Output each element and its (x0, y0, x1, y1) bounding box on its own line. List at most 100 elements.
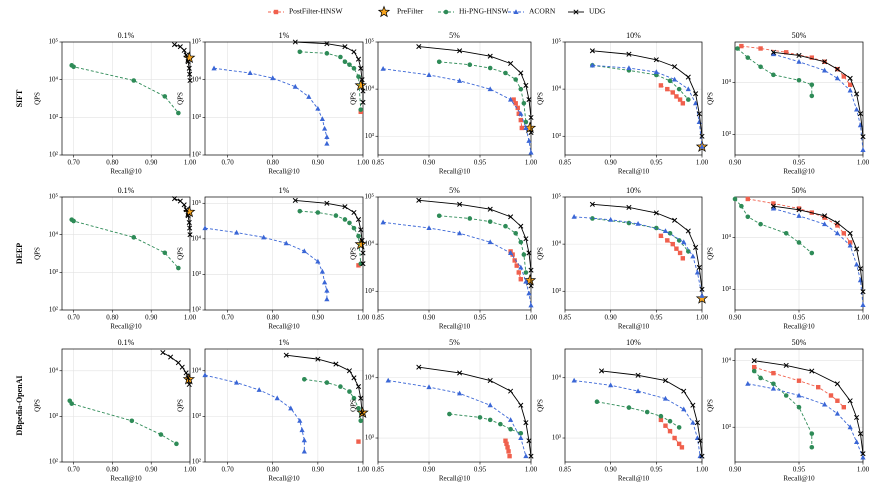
y-axis-label: QPS (34, 399, 42, 412)
marker (185, 59, 191, 65)
marker (847, 398, 853, 404)
marker (315, 105, 321, 111)
x-tick-label: 1.00 (525, 466, 538, 474)
x-tick-label: 1.00 (184, 159, 197, 167)
marker (355, 216, 362, 223)
marker (187, 232, 193, 238)
series-line (69, 400, 177, 445)
marker (380, 65, 386, 71)
panel-title: 5% (449, 338, 460, 347)
marker (508, 417, 514, 422)
x-tick-label: 0.80 (267, 159, 280, 167)
marker (526, 250, 532, 256)
y-tick-label: 10⁴ (192, 75, 202, 83)
marker (508, 96, 514, 102)
marker (187, 77, 193, 84)
marker (854, 91, 860, 97)
marker (518, 435, 524, 441)
marker (324, 200, 330, 206)
marker (665, 238, 670, 243)
marker (175, 360, 181, 366)
y-tick-label: 10³ (722, 423, 731, 431)
series-line (741, 45, 851, 86)
marker (342, 59, 348, 64)
plot-frame (61, 348, 191, 463)
marker (518, 264, 524, 270)
marker (426, 72, 432, 77)
marker (635, 388, 641, 394)
marker (292, 83, 298, 89)
marker (686, 249, 691, 254)
x-axis-label: Recall@10 (783, 323, 815, 331)
panel: 0.70 0.80 0.90 1.0010²10³10⁴10⁵1%Recall@10Q… (177, 31, 370, 176)
marker (360, 88, 366, 94)
marker (822, 401, 828, 407)
marker (608, 382, 614, 388)
row-label: SIFT (15, 89, 24, 107)
y-tick-label: 10² (192, 458, 201, 466)
marker (324, 380, 330, 385)
marker (796, 207, 802, 213)
marker (696, 264, 702, 270)
marker (315, 356, 321, 362)
marker (185, 213, 191, 219)
x-axis-label: Recall@10 (439, 168, 471, 176)
legend-label: PostFilter-HNSW (289, 7, 344, 16)
marker (426, 225, 432, 230)
x-tick-label: 0.95 (793, 314, 806, 322)
marker (487, 402, 493, 408)
marker (518, 430, 524, 436)
marker (860, 134, 866, 140)
marker (860, 302, 866, 307)
x-tick-label: 0.90 (729, 466, 742, 474)
x-tick-label: 0.90 (145, 314, 158, 322)
marker (770, 385, 776, 391)
marker (667, 78, 673, 84)
marker (732, 196, 738, 202)
marker (487, 239, 493, 245)
marker (512, 258, 517, 263)
marker (342, 204, 348, 210)
marker (467, 62, 473, 67)
marker (667, 428, 673, 434)
legend-label: ACORN (529, 7, 556, 16)
marker (676, 86, 682, 92)
x-tick-label: 0.95 (474, 466, 487, 474)
marker (626, 65, 632, 71)
row-label: DBpedia-OpenAI (15, 375, 24, 435)
marker (667, 418, 673, 424)
marker (515, 105, 520, 111)
x-tick-label: 0.90 (423, 314, 436, 322)
marker (487, 65, 493, 71)
y-tick-label: 10³ (49, 268, 58, 276)
marker (508, 250, 514, 255)
plot-frame (564, 348, 703, 463)
marker (160, 350, 166, 356)
marker (771, 201, 776, 206)
marker (677, 250, 683, 256)
marker (518, 223, 524, 229)
marker (523, 119, 529, 125)
marker (860, 289, 866, 295)
x-tick-label: 1.00 (357, 314, 370, 322)
x-tick-label: 1.00 (525, 159, 538, 167)
marker (608, 216, 614, 222)
plot-frame (377, 196, 532, 311)
y-tick-label: 10⁴ (49, 75, 59, 83)
y-tick-label: 10⁴ (552, 373, 562, 381)
marker (523, 82, 529, 88)
marker (457, 201, 463, 207)
marker (508, 388, 514, 394)
series-line (754, 360, 864, 454)
marker (796, 392, 802, 398)
marker (854, 106, 860, 112)
marker (299, 427, 305, 433)
marker (487, 377, 493, 384)
series-line (574, 216, 703, 296)
marker (487, 86, 493, 92)
panel-title: 1% (279, 31, 290, 40)
y-axis-label: QPS (537, 92, 545, 105)
marker (841, 74, 846, 79)
marker (658, 83, 664, 88)
